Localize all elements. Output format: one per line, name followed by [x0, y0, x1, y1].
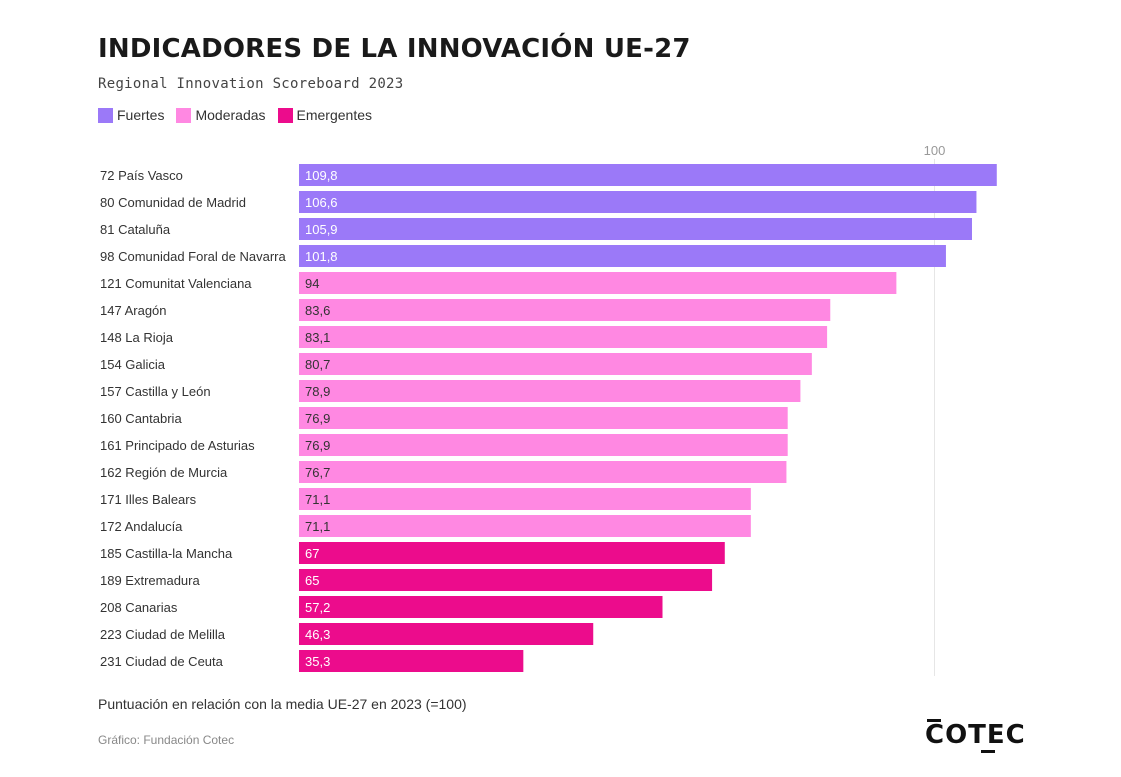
category-label: 223 Ciudad de Melilla — [100, 627, 226, 642]
category-label: 172 Andalucía — [100, 519, 183, 534]
bar-fuertes — [299, 191, 977, 213]
bar-value-label: 46,3 — [305, 627, 330, 642]
bar-value-label: 83,1 — [305, 330, 330, 345]
reference-label-100: 100 — [924, 143, 946, 158]
category-label: 80 Comunidad de Madrid — [100, 195, 246, 210]
legend: Fuertes Moderadas Emergentes — [98, 107, 372, 123]
bar-moderadas — [299, 272, 897, 294]
axis-note: Puntuación en relación con la media UE-2… — [98, 696, 467, 712]
category-label: 208 Canarias — [100, 600, 178, 615]
bar-moderadas — [299, 434, 788, 456]
legend-swatch-moderadas — [176, 107, 192, 123]
bar-emergentes — [299, 569, 713, 591]
legend-item-fuertes: Fuertes — [98, 107, 164, 123]
legend-label-moderadas: Moderadas — [195, 107, 266, 123]
category-label: 231 Ciudad de Ceuta — [100, 654, 224, 669]
category-label: 171 Illes Balears — [100, 492, 197, 507]
bar-emergentes — [299, 596, 663, 618]
category-label: 81 Cataluña — [100, 222, 171, 237]
bar-emergentes — [299, 542, 725, 564]
bar-emergentes — [299, 650, 524, 672]
bar-moderadas — [299, 380, 801, 402]
bar-moderadas — [299, 461, 787, 483]
bar-value-label: 109,8 — [305, 168, 338, 183]
bar-value-label: 67 — [305, 546, 319, 561]
cotec-logo: COTEC — [925, 720, 1026, 750]
category-label: 148 La Rioja — [100, 330, 174, 345]
logo-bar-mark — [927, 719, 941, 722]
bar-moderadas — [299, 515, 751, 537]
bar-value-label: 83,6 — [305, 303, 330, 318]
bar-moderadas — [299, 299, 831, 321]
bar-value-label: 80,7 — [305, 357, 330, 372]
category-label: 154 Galicia — [100, 357, 166, 372]
bar-fuertes — [299, 164, 997, 186]
bar-value-label: 76,7 — [305, 465, 330, 480]
bar-fuertes — [299, 245, 946, 267]
category-label: 160 Cantabria — [100, 411, 182, 426]
bar-value-label: 78,9 — [305, 384, 330, 399]
category-label: 98 Comunidad Foral de Navarra — [100, 249, 286, 264]
category-label: 161 Principado de Asturias — [100, 438, 255, 453]
category-label: 157 Castilla y León — [100, 384, 211, 399]
bar-value-label: 76,9 — [305, 438, 330, 453]
bar-value-label: 71,1 — [305, 492, 330, 507]
logo-underline-mark — [981, 750, 995, 753]
legend-label-emergentes: Emergentes — [296, 107, 372, 123]
bar-value-label: 101,8 — [305, 249, 338, 264]
bar-value-label: 76,9 — [305, 411, 330, 426]
bar-value-label: 57,2 — [305, 600, 330, 615]
bar-emergentes — [299, 623, 594, 645]
chart-title: INDICADORES DE LA INNOVACIÓN UE-27 — [98, 34, 691, 64]
source-credit: Gráfico: Fundación Cotec — [98, 733, 235, 747]
chart-subtitle: Regional Innovation Scoreboard 2023 — [98, 76, 404, 92]
bar-value-label: 94 — [305, 276, 319, 291]
bar-moderadas — [299, 488, 751, 510]
bar-value-label: 106,6 — [305, 195, 338, 210]
legend-swatch-fuertes — [98, 107, 113, 123]
legend-label-fuertes: Fuertes — [117, 107, 165, 123]
bar-chart: 100 72 País Vasco 109,8 80 Comunidad de Mad… — [100, 143, 997, 676]
category-label: 72 País Vasco — [100, 168, 183, 183]
bar-moderadas — [299, 407, 788, 429]
legend-item-moderadas: Moderadas — [176, 107, 266, 123]
category-label: 147 Aragón — [100, 303, 167, 318]
bar-value-label: 71,1 — [305, 519, 330, 534]
bar-value-label: 105,9 — [305, 222, 338, 237]
bar-value-label: 35,3 — [305, 654, 330, 669]
legend-item-emergentes: Emergentes — [277, 107, 372, 123]
category-label: 162 Región de Murcia — [100, 465, 228, 480]
category-label: 189 Extremadura — [100, 573, 200, 588]
bar-value-label: 65 — [305, 573, 319, 588]
category-label: 121 Comunitat Valenciana — [100, 276, 252, 291]
category-label: 185 Castilla-la Mancha — [100, 546, 233, 561]
legend-swatch-emergentes — [277, 107, 293, 123]
bar-moderadas — [299, 353, 812, 375]
bar-moderadas — [299, 326, 828, 348]
bar-fuertes — [299, 218, 972, 240]
